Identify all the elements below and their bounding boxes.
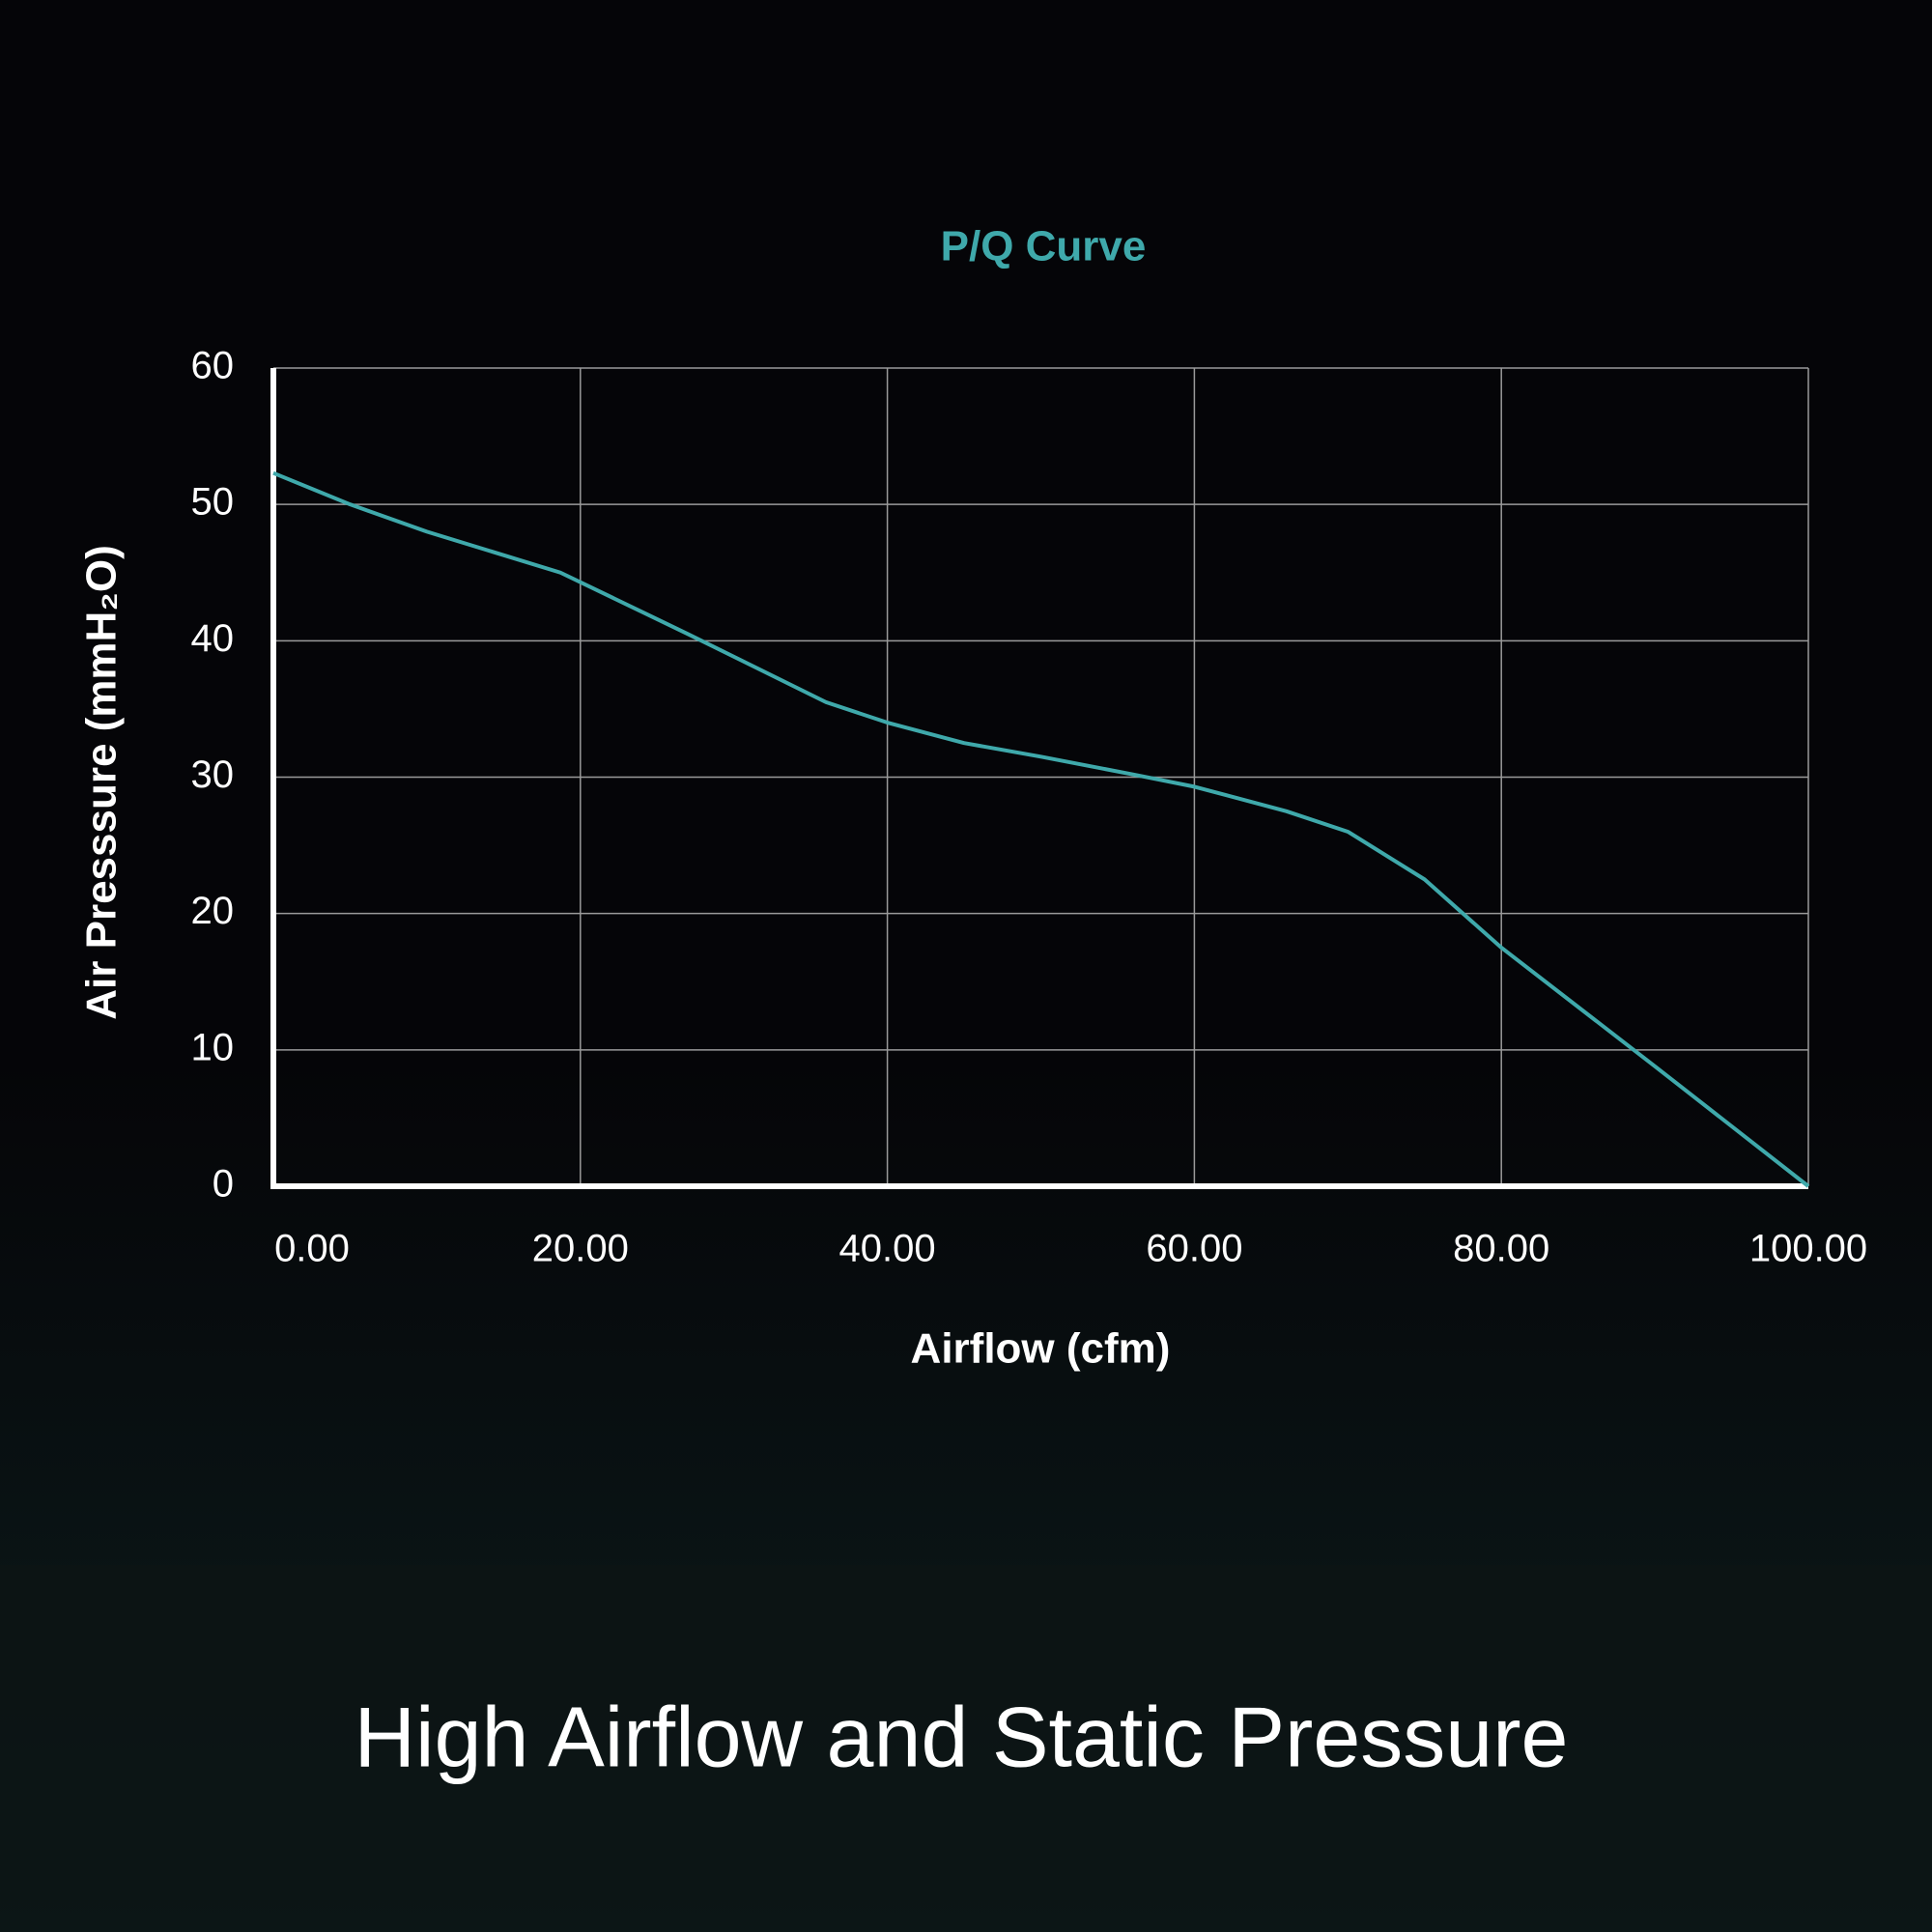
x-tick-label: 40.00: [839, 1228, 936, 1270]
y-tick-label: 10: [191, 1026, 235, 1068]
y-tick-label: 60: [191, 345, 235, 387]
chart-title: P/Q Curve: [941, 223, 1147, 270]
x-tick-label: 100.00: [1749, 1228, 1867, 1270]
x-tick-label: 0.00: [274, 1228, 350, 1270]
x-tick-label: 20.00: [532, 1228, 629, 1270]
data-line: [272, 470, 1810, 1188]
x-tick-label: 80.00: [1453, 1228, 1549, 1270]
y-tick-label: 50: [191, 481, 235, 524]
y-tick-label: 30: [191, 753, 235, 796]
banner-band: [0, 1565, 1932, 1932]
y-axis-label: Air Presssure (mmH₂O): [78, 545, 126, 1020]
y-tick-label: 0: [213, 1163, 234, 1206]
x-tick-label: 60.00: [1146, 1228, 1242, 1270]
banner-text: High Airflow and Static Pressure: [354, 1689, 1568, 1784]
y-tick-label: 40: [191, 617, 235, 660]
x-axis-label: Airflow (cfm): [911, 1325, 1171, 1373]
y-tick-label: 20: [191, 890, 235, 932]
